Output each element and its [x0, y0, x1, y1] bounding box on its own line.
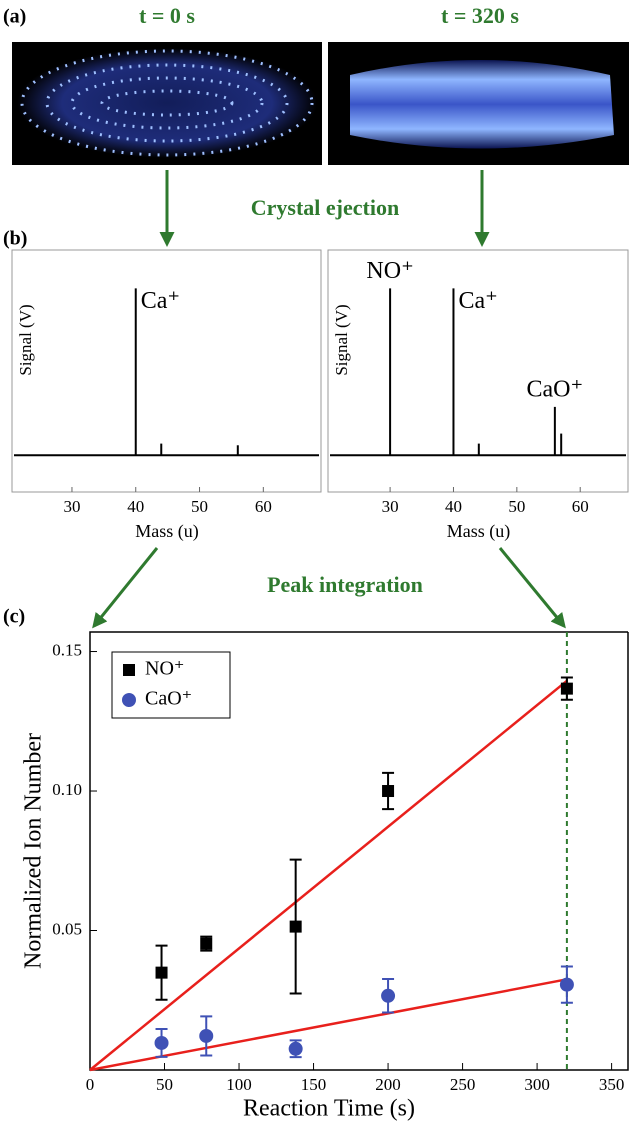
peak-label: CaO⁺	[527, 376, 584, 402]
panel-label: (b)	[3, 228, 27, 250]
x-tick-label: 150	[301, 1075, 327, 1094]
x-tick-label: 60	[255, 497, 272, 516]
plot-frame	[327, 249, 629, 493]
y-tick-label: 0.05	[52, 919, 82, 938]
data-point	[559, 977, 574, 992]
x-axis-label: Mass (u)	[447, 521, 511, 542]
x-tick-label: 0	[86, 1075, 95, 1094]
data-point	[200, 937, 213, 950]
data-point	[154, 1035, 169, 1050]
data-point	[382, 785, 395, 798]
y-tick-label: 0.15	[52, 640, 82, 659]
x-tick-label: 30	[63, 497, 80, 516]
peak-label: Ca⁺	[141, 288, 180, 314]
panel-label: (c)	[3, 606, 25, 628]
panel-label: (a)	[3, 6, 26, 28]
legend-label: CaO⁺	[145, 688, 192, 710]
peak-label: Ca⁺	[458, 288, 497, 314]
x-tick-label: 200	[375, 1075, 401, 1094]
data-point	[381, 988, 396, 1003]
fit-line	[89, 679, 568, 1071]
x-axis-label: Reaction Time (s)	[243, 1096, 415, 1122]
x-tick-label: 350	[599, 1075, 625, 1094]
x-tick-label: 40	[127, 497, 144, 516]
y-axis-label: Normalized Ion Number	[21, 733, 47, 969]
x-tick-label: 40	[445, 497, 462, 516]
image-title: t = 320 s	[441, 3, 519, 28]
data-point	[560, 682, 573, 695]
y-tick-label: 0.10	[52, 780, 82, 799]
legend-marker	[123, 664, 135, 676]
x-tick-label: 50	[191, 497, 208, 516]
data-point	[199, 1028, 214, 1043]
step-label: Peak integration	[267, 572, 423, 597]
fit-line	[89, 978, 568, 1072]
legend-marker	[122, 693, 136, 707]
crystal-image	[328, 42, 629, 165]
x-tick-label: 300	[524, 1075, 550, 1094]
x-tick-label: 60	[572, 497, 589, 516]
x-tick-label: 100	[226, 1075, 252, 1094]
x-axis-label: Mass (u)	[135, 521, 199, 542]
x-tick-label: 30	[382, 497, 399, 516]
plot-frame	[11, 249, 322, 493]
x-tick-label: 50	[156, 1075, 173, 1094]
image-title: t = 0 s	[139, 3, 195, 28]
step-label: Crystal ejection	[251, 195, 399, 220]
arrow	[92, 547, 159, 629]
crystal-image	[12, 42, 322, 165]
legend-label: NO⁺	[145, 658, 184, 680]
x-tick-label: 250	[450, 1075, 476, 1094]
data-point	[288, 1041, 303, 1056]
data-point	[155, 966, 168, 979]
arrow	[498, 547, 566, 629]
y-axis-label: Signal (V)	[332, 304, 351, 375]
legend-box	[111, 651, 231, 719]
data-point	[289, 920, 302, 933]
y-axis-label: Signal (V)	[16, 304, 35, 375]
peak-label: NO⁺	[366, 258, 413, 284]
x-tick-label: 50	[508, 497, 525, 516]
